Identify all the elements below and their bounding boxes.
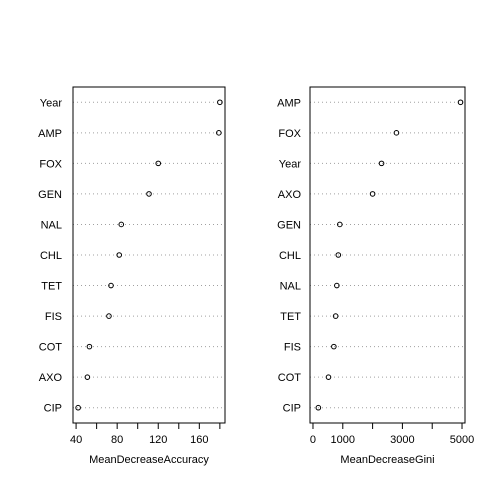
data-point (337, 221, 343, 228)
category-label: AMP (38, 128, 62, 140)
data-point (378, 160, 385, 167)
x-tick-label: 0 (310, 434, 316, 446)
category-label: CHL (40, 250, 62, 262)
data-point (86, 343, 93, 350)
data-point (325, 374, 332, 380)
chart-panel-1: Year AMP FOX GEN NAL CHL TET FIS COT AXO CIP 40 80 12… (38, 86, 226, 466)
data-point (84, 374, 91, 380)
category-label: Year (279, 158, 302, 170)
data-point (155, 160, 162, 167)
data-point (217, 99, 223, 106)
data-point (118, 221, 125, 228)
data-point (334, 282, 340, 289)
data-point (315, 404, 322, 411)
chart-panel-2: AMP FOX Year AXO GEN CHL NAL TET FIS COT CIP 0 1000 3… (277, 86, 474, 466)
category-label: COT (278, 372, 302, 384)
category-label: TET (280, 311, 301, 323)
category-label: CIP (44, 403, 62, 415)
data-point (332, 313, 339, 319)
x-tick-label: 80 (111, 434, 123, 446)
x-tick-label: 5000 (450, 434, 474, 446)
plot-frame (309, 86, 466, 424)
x-axis-title: MeanDecreaseAccuracy (89, 454, 209, 466)
category-label: TET (41, 281, 62, 293)
category-label: AXO (39, 372, 63, 384)
x-axis-title: MeanDecreaseGini (340, 454, 434, 466)
category-label: NAL (41, 219, 62, 231)
category-label: NAL (280, 281, 301, 293)
category-label: Year (40, 97, 63, 109)
data-point (393, 130, 400, 136)
category-label: AMP (277, 97, 301, 109)
data-point (331, 343, 337, 350)
category-label: FIS (45, 311, 62, 323)
category-label: COT (39, 342, 63, 354)
x-tick-label: 120 (149, 434, 167, 446)
x-tick-label: 40 (70, 434, 82, 446)
data-point (116, 252, 123, 258)
category-label: AXO (278, 189, 302, 201)
category-label: FIS (284, 342, 301, 354)
x-tick-label: 1000 (331, 434, 355, 446)
data-point (369, 191, 376, 197)
data-point (106, 313, 112, 319)
data-point (146, 191, 152, 197)
category-label: CIP (283, 403, 301, 415)
category-label: FOX (39, 158, 62, 170)
data-point (216, 130, 222, 136)
category-label: GEN (277, 219, 301, 231)
x-tick-label: 160 (190, 434, 208, 446)
category-label: CHL (279, 250, 301, 262)
x-tick-label: 3000 (390, 434, 414, 446)
category-label: GEN (38, 189, 62, 201)
data-point (75, 404, 81, 411)
data-point (457, 99, 464, 106)
category-label: FOX (278, 128, 301, 140)
data-point (335, 252, 342, 258)
data-point (108, 282, 114, 289)
